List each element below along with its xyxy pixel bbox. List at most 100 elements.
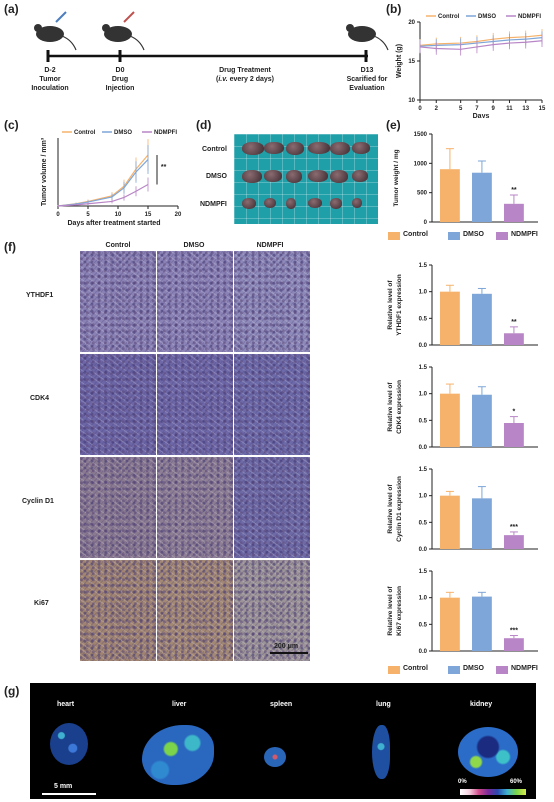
- legend-label: Control: [74, 130, 96, 136]
- series-line: [419, 34, 543, 46]
- timeline-step-tumor: D-2 Tumor Inoculation: [31, 67, 69, 92]
- ihc-row-cyclin-d1: Cyclin D1: [22, 498, 54, 505]
- y-tick-label: 0.5: [419, 520, 428, 526]
- x-tick-label: 5: [459, 106, 463, 112]
- organ-label-kidney: kidney: [470, 701, 493, 708]
- ihc-scale-label: 200 μm: [274, 643, 299, 650]
- significance-marker: **: [511, 319, 517, 326]
- y-tick-label: 0.0: [419, 343, 428, 349]
- x-tick-label: 15: [145, 212, 152, 218]
- tumor-specimen: [242, 170, 262, 183]
- y-tick-label: 1.0: [419, 494, 428, 500]
- cyclin-d1-bar-chart: 0.0 0.5 1.0 1.5 Relative level of Cyclin D1 e…: [387, 467, 538, 553]
- y-axis-label: YTHDF1 expression: [396, 274, 403, 335]
- ihc-image: [156, 456, 234, 559]
- y-tick-label: 0: [424, 220, 428, 226]
- colorbar: [460, 789, 526, 795]
- spleen-image: [264, 747, 286, 767]
- y-tick-label: 0.5: [419, 316, 428, 322]
- organ-scale-label: 5 mm: [54, 783, 73, 790]
- tumor-specimen: [286, 198, 296, 209]
- bar: [440, 597, 460, 651]
- ihc-image: [233, 456, 311, 559]
- legend-f: Control DMSO NDMPFI: [388, 664, 552, 676]
- legend-swatch-ndmpfi: [496, 232, 508, 240]
- y-axis-label: Weight (g): [396, 44, 403, 78]
- ihc-row-ythdf1: YTHDF1: [26, 292, 54, 299]
- tumor-photo: [234, 134, 378, 224]
- legend-label: DMSO: [114, 130, 132, 136]
- lung-image: [372, 725, 390, 779]
- legend-label: NDMPFI: [518, 14, 541, 20]
- bar: [440, 393, 460, 447]
- y-axis-label: Cyclin D1 expression: [396, 476, 403, 542]
- x-tick-label: 9: [492, 106, 496, 112]
- ihc-image: [156, 250, 234, 353]
- panel-label-e: (e): [386, 118, 401, 132]
- significance-marker: **: [161, 164, 167, 171]
- series-line: [419, 37, 543, 47]
- ihc-image: [233, 559, 311, 662]
- y-tick-label: 500: [417, 191, 428, 197]
- bar: [504, 423, 524, 447]
- tumor-weight-bar-chart: 0 500 1000 1500 Tumor weight / mg **: [393, 132, 538, 226]
- x-tick-label: 2: [435, 106, 439, 112]
- panel-label-f: (f): [4, 240, 16, 254]
- ihc-col-control: Control: [105, 242, 131, 249]
- ihc-image: [156, 559, 234, 662]
- y-axis-label: Relative level of: [387, 280, 394, 330]
- tumor-specimen: [264, 170, 282, 182]
- legend-swatch-ndmpfi: [496, 666, 508, 674]
- tumor-specimen: [286, 170, 302, 183]
- y-tick-label: 20: [408, 20, 415, 26]
- significance-marker: ***: [510, 628, 518, 635]
- y-tick-label: 0.0: [419, 547, 428, 553]
- legend-label-control: Control: [403, 665, 428, 672]
- tumor-specimen: [330, 142, 350, 155]
- ihc-row-cdk4: CDK4: [30, 395, 50, 402]
- tumor-specimen: [264, 142, 284, 154]
- organ-label-spleen: spleen: [270, 701, 293, 708]
- photo-row-label-control: Control: [202, 146, 227, 153]
- organ-imaging-panel: heart liver spleen lung kidney 5 mm 0% 6…: [30, 683, 536, 799]
- mouse-icon: [346, 24, 389, 51]
- bar: [472, 498, 492, 549]
- y-tick-label: 0.5: [419, 418, 428, 424]
- organ-scale-bar: [42, 793, 96, 795]
- bar: [472, 596, 492, 651]
- x-tick-label: 0: [56, 212, 60, 218]
- photo-row-label-ndmpfi: NDMPFI: [200, 201, 227, 208]
- y-tick-label: 10: [408, 98, 415, 104]
- legend-swatch-control: [388, 666, 400, 674]
- significance-marker: **: [511, 187, 517, 194]
- syringe-icon: [55, 11, 67, 23]
- timeline-step-evaluation: D13 Scarified for Evaluation: [346, 67, 388, 92]
- legend-label-dmso: DMSO: [463, 665, 484, 672]
- timeline-step-drug: D0 Drug Injection: [105, 67, 135, 92]
- x-tick-label: 13: [522, 106, 529, 112]
- legend-label: DMSO: [478, 14, 496, 20]
- colorbar-max-label: 60%: [510, 779, 523, 785]
- tumor-specimen: [242, 142, 264, 155]
- tumor-specimen: [308, 170, 328, 182]
- weight-line-chart: 10 15 20 0 2 5 7 9 11 13 15 Days Weight (g) Control DM…: [396, 14, 546, 118]
- legend-e: Control DMSO NDMPFI: [388, 230, 552, 242]
- legend-label-ndmpfi: NDMPFI: [511, 231, 538, 238]
- mouse-icon: [102, 24, 145, 51]
- y-tick-label: 1.0: [419, 392, 428, 398]
- ihc-image: [79, 456, 157, 559]
- bar: [472, 293, 492, 345]
- ihc-row-ki67: Ki67: [34, 600, 49, 607]
- y-tick-label: 1.0: [419, 290, 428, 296]
- ihc-image: [79, 559, 157, 662]
- organ-label-heart: heart: [57, 701, 75, 708]
- series-line: [57, 183, 149, 207]
- legend-swatch-dmso: [448, 232, 460, 240]
- bar: [440, 169, 460, 222]
- mouse-icon: [34, 24, 77, 51]
- liver-image: [142, 725, 214, 785]
- legend-swatch-dmso: [448, 666, 460, 674]
- colorbar-min-label: 0%: [458, 779, 467, 785]
- syringe-icon: [123, 11, 135, 23]
- ihc-col-ndmpfi: NDMPFI: [256, 242, 284, 249]
